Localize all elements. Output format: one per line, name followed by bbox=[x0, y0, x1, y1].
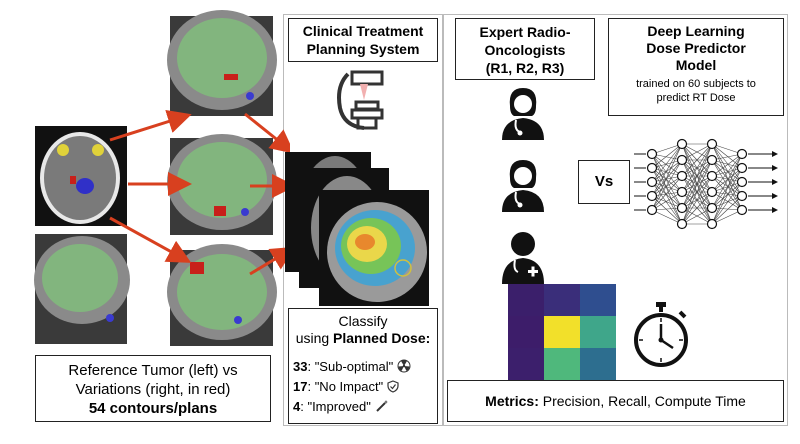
vs-label: Vs bbox=[594, 173, 614, 190]
classify-count: 17 bbox=[293, 379, 308, 394]
reference-line1: Reference Tumor (left) vs bbox=[68, 362, 238, 379]
nn-node bbox=[646, 148, 658, 160]
neural-network-icon bbox=[634, 138, 778, 230]
nn-node bbox=[646, 162, 658, 174]
vs-box: Vs bbox=[578, 160, 630, 204]
variation-scan-bottom bbox=[167, 244, 277, 346]
arrow-to-top bbox=[109, 109, 192, 142]
classify-box: Classify using Planned Dose: 33: "Sub-op… bbox=[288, 308, 438, 424]
nn-node bbox=[676, 218, 688, 230]
confusion-matrix-cell bbox=[508, 348, 544, 380]
confusion-matrix-cell bbox=[580, 348, 616, 380]
classify-line2-prefix: using bbox=[295, 330, 334, 346]
nn-node bbox=[706, 154, 718, 166]
reference-line3: 54 contours/plans bbox=[88, 400, 218, 417]
arrow-top-to-dose bbox=[244, 112, 290, 154]
radiation-icon bbox=[397, 359, 411, 373]
nn-node bbox=[736, 176, 748, 188]
classify-item-no-impact: 17: "No Impact" bbox=[293, 377, 433, 397]
classify-item-improved: 4: "Improved" bbox=[293, 397, 433, 417]
nn-node bbox=[646, 176, 658, 188]
nn-node bbox=[676, 186, 688, 198]
wand-icon bbox=[375, 400, 388, 412]
stopwatch-icon bbox=[634, 302, 688, 367]
nn-node bbox=[706, 186, 718, 198]
dose-map-stack bbox=[285, 152, 429, 306]
classify-label: : "No Impact" bbox=[307, 379, 384, 394]
model-sub-line2: predict RT Dose bbox=[656, 92, 736, 104]
classify-label: : "Sub-optimal" bbox=[307, 359, 394, 374]
classify-count: 4 bbox=[293, 399, 301, 414]
nn-node bbox=[736, 204, 748, 216]
classify-line1: Classify bbox=[338, 313, 388, 329]
nn-node bbox=[676, 138, 688, 150]
middle-panel-frame bbox=[283, 14, 443, 426]
nn-node bbox=[736, 190, 748, 202]
doctor-icon-r2 bbox=[502, 160, 544, 212]
confusion-matrix-cell bbox=[580, 284, 616, 316]
model-title-line1: Deep Learning bbox=[647, 23, 745, 39]
tps-title-box: Clinical Treatment Planning System bbox=[288, 18, 438, 62]
tps-title-line1: Clinical Treatment bbox=[302, 23, 424, 39]
doctor-icon-r3 bbox=[502, 232, 544, 284]
nn-node bbox=[646, 204, 658, 216]
classify-item-suboptimal: 33: "Sub-optimal" bbox=[293, 357, 433, 377]
metrics-rest: Precision, Recall, Compute Time bbox=[538, 393, 746, 409]
reference-line2: Variations (right, in red) bbox=[75, 381, 231, 398]
experts-title-line1: Expert Radio- bbox=[479, 24, 571, 40]
experts-title-line2: Oncologists bbox=[484, 42, 566, 58]
doctor-icon-r1 bbox=[502, 88, 544, 140]
classify-count: 33 bbox=[293, 359, 308, 374]
confusion-matrix-cell bbox=[544, 284, 580, 316]
experts-title-line3: (R1, R2, R3) bbox=[485, 60, 565, 76]
metrics-box: Metrics: Precision, Recall, Compute Time bbox=[447, 380, 784, 422]
confusion-matrix-cell bbox=[508, 284, 544, 316]
right-panel-frame bbox=[443, 14, 788, 426]
variation-scan-top bbox=[167, 10, 277, 116]
nn-node bbox=[736, 148, 748, 160]
arrow-bottom-to-dose bbox=[249, 246, 290, 276]
experts-title-box: Expert Radio- Oncologists (R1, R2, R3) bbox=[455, 18, 595, 80]
classify-line2: using Planned Dose: bbox=[293, 330, 433, 347]
linac-icon bbox=[337, 70, 384, 130]
nn-node bbox=[706, 138, 718, 150]
confusion-matrix-cell bbox=[580, 316, 616, 348]
confusion-matrix-cell bbox=[544, 348, 580, 380]
model-title-line3: Model bbox=[675, 57, 717, 73]
arrow-to-bottom bbox=[109, 216, 192, 263]
tps-title-line2: Planning System bbox=[306, 41, 420, 57]
confusion-matrix-cell bbox=[544, 316, 580, 348]
reference-ct-scan bbox=[35, 126, 127, 226]
nn-node bbox=[706, 218, 718, 230]
nn-node bbox=[676, 154, 688, 166]
metrics-bold: Metrics: bbox=[485, 393, 539, 409]
nn-node bbox=[646, 190, 658, 202]
nn-node bbox=[676, 170, 688, 182]
confusion-matrix bbox=[508, 284, 616, 380]
nn-node bbox=[706, 202, 718, 214]
confusion-matrix-cell bbox=[508, 316, 544, 348]
classify-label: : "Improved" bbox=[300, 399, 371, 414]
shield-check-icon bbox=[387, 380, 399, 393]
classify-line2-bold: Planned Dose: bbox=[333, 330, 431, 346]
nn-node bbox=[706, 170, 718, 182]
model-title-line2: Dose Predictor bbox=[646, 40, 746, 56]
model-title-box: Deep Learning Dose Predictor Model train… bbox=[608, 18, 784, 116]
model-sub-line1: trained on 60 subjects to bbox=[636, 78, 756, 90]
reference-box: Reference Tumor (left) vs Variations (ri… bbox=[35, 355, 271, 422]
scan-images-left bbox=[34, 10, 290, 346]
reference-sagittal-scan bbox=[34, 234, 130, 344]
nn-node bbox=[736, 162, 748, 174]
nn-node bbox=[676, 202, 688, 214]
